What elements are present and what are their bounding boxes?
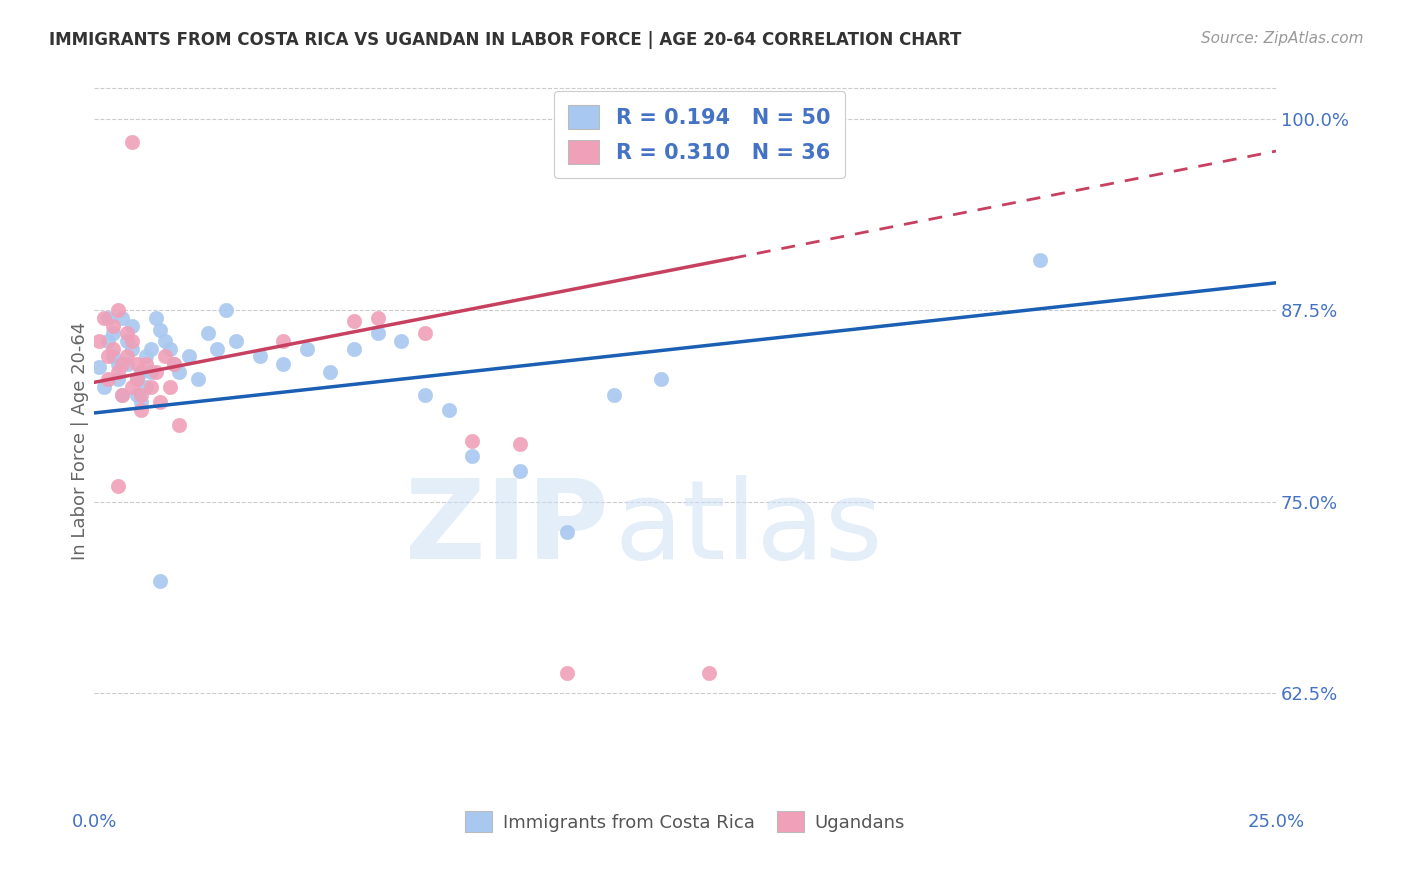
Point bbox=[97, 372, 120, 386]
Point bbox=[107, 365, 129, 379]
Point bbox=[135, 380, 157, 394]
Point bbox=[131, 387, 153, 401]
Point bbox=[319, 365, 342, 379]
Point bbox=[343, 314, 366, 328]
Point bbox=[187, 372, 209, 386]
Point bbox=[163, 357, 186, 371]
Point bbox=[87, 359, 110, 374]
Point bbox=[131, 395, 153, 409]
Point bbox=[93, 380, 115, 394]
Point bbox=[271, 357, 294, 371]
Point bbox=[509, 464, 531, 478]
Point bbox=[367, 326, 389, 341]
Point bbox=[97, 311, 120, 326]
Point bbox=[163, 357, 186, 371]
Point bbox=[159, 380, 181, 394]
Point bbox=[413, 326, 436, 341]
Point bbox=[125, 372, 148, 386]
Point bbox=[461, 449, 484, 463]
Point bbox=[697, 666, 720, 681]
Text: atlas: atlas bbox=[614, 475, 883, 582]
Point bbox=[125, 387, 148, 401]
Point bbox=[87, 334, 110, 348]
Point bbox=[461, 434, 484, 448]
Text: Source: ZipAtlas.com: Source: ZipAtlas.com bbox=[1201, 31, 1364, 46]
Point bbox=[101, 318, 124, 333]
Point bbox=[121, 135, 143, 149]
Text: IMMIGRANTS FROM COSTA RICA VS UGANDAN IN LABOR FORCE | AGE 20-64 CORRELATION CHA: IMMIGRANTS FROM COSTA RICA VS UGANDAN IN… bbox=[49, 31, 962, 49]
Point bbox=[107, 372, 129, 386]
Point bbox=[139, 342, 162, 356]
Point bbox=[603, 387, 626, 401]
Point bbox=[107, 303, 129, 318]
Point bbox=[107, 479, 129, 493]
Point bbox=[343, 342, 366, 356]
Point bbox=[159, 342, 181, 356]
Point bbox=[111, 387, 134, 401]
Point bbox=[295, 342, 318, 356]
Point bbox=[115, 326, 138, 341]
Point bbox=[97, 349, 120, 363]
Point bbox=[205, 342, 228, 356]
Point bbox=[1028, 252, 1050, 267]
Point bbox=[555, 525, 578, 540]
Point bbox=[177, 349, 200, 363]
Point bbox=[437, 403, 460, 417]
Point bbox=[121, 334, 143, 348]
Point bbox=[115, 334, 138, 348]
Point bbox=[145, 311, 167, 326]
Point bbox=[125, 357, 148, 371]
Point bbox=[121, 318, 143, 333]
Point bbox=[389, 334, 412, 348]
Point bbox=[167, 365, 190, 379]
Point bbox=[367, 311, 389, 326]
Point bbox=[145, 365, 167, 379]
Point bbox=[509, 436, 531, 450]
Point bbox=[215, 303, 238, 318]
Point bbox=[111, 357, 134, 371]
Point bbox=[225, 334, 247, 348]
Point bbox=[101, 326, 124, 341]
Point bbox=[153, 334, 176, 348]
Point bbox=[131, 365, 153, 379]
Point bbox=[115, 357, 138, 371]
Point bbox=[131, 403, 153, 417]
Point bbox=[135, 357, 157, 371]
Point bbox=[153, 349, 176, 363]
Point bbox=[197, 326, 219, 341]
Point bbox=[135, 349, 157, 363]
Point bbox=[650, 372, 672, 386]
Point bbox=[413, 387, 436, 401]
Point bbox=[93, 311, 115, 326]
Point bbox=[111, 311, 134, 326]
Point bbox=[149, 574, 172, 589]
Point bbox=[121, 380, 143, 394]
Point bbox=[97, 334, 120, 348]
Point bbox=[249, 349, 271, 363]
Point bbox=[271, 334, 294, 348]
Point bbox=[139, 380, 162, 394]
Point bbox=[167, 418, 190, 433]
Point bbox=[101, 342, 124, 356]
Point bbox=[101, 349, 124, 363]
Point bbox=[149, 323, 172, 337]
Point bbox=[121, 342, 143, 356]
Y-axis label: In Labor Force | Age 20-64: In Labor Force | Age 20-64 bbox=[72, 321, 89, 559]
Point bbox=[115, 349, 138, 363]
Text: ZIP: ZIP bbox=[405, 475, 609, 582]
Legend: Immigrants from Costa Rica, Ugandans: Immigrants from Costa Rica, Ugandans bbox=[458, 805, 912, 839]
Point bbox=[107, 357, 129, 371]
Point bbox=[111, 387, 134, 401]
Point bbox=[139, 365, 162, 379]
Point bbox=[555, 666, 578, 681]
Point bbox=[125, 372, 148, 386]
Point bbox=[149, 395, 172, 409]
